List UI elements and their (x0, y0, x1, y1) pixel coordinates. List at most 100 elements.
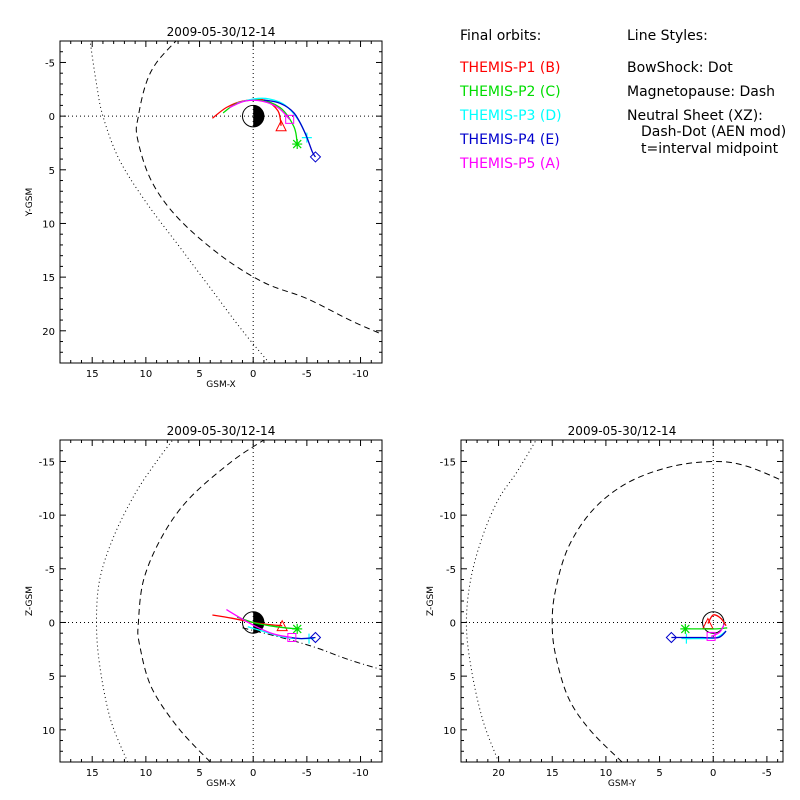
orbits-legend: Final orbits: THEMIS-P1 (B) THEMIS-P2 (C… (460, 24, 562, 176)
style-neutral-line: Dash-Dot (AEN mod) (641, 124, 787, 140)
diamond-marker (309, 631, 322, 644)
style-magnetopause: Magnetopause: Dash (627, 84, 776, 100)
bowshock-curve (89, 41, 270, 363)
x-tick-label: -10 (352, 369, 368, 380)
style-neutral-title: Neutral Sheet (XZ): (627, 108, 763, 124)
y-tick-label: -15 (39, 457, 55, 468)
triangle-marker (702, 617, 714, 630)
diamond-marker (665, 631, 678, 644)
plot-frame (59, 40, 383, 364)
line-styles-legend: Line Styles: BowShock: Dot Magnetopause:… (627, 24, 786, 158)
chart-title: 2009-05-30/12-14 (167, 25, 276, 39)
bowshock-curve (95, 440, 174, 762)
chart-title: 2009-05-30/12-14 (568, 424, 677, 438)
earth-icon (241, 611, 265, 634)
y-tick-label: 20 (42, 327, 55, 338)
x-tick-label: 20 (492, 768, 505, 779)
orbit-2 (236, 616, 298, 630)
x-tick-label: 5 (196, 768, 202, 779)
panel-2: 15 10 5 0 -5 -10 -15 -10 -5 0 5 10 2009-05-30/12-14 G… (25, 424, 383, 789)
x-tick-label: 5 (196, 369, 202, 380)
magnetopause-curve (137, 440, 265, 762)
y-tick-label: 5 (49, 672, 55, 683)
x-tick-label: 0 (250, 768, 256, 779)
panel-1: 15 10 5 0 -5 -10 -5 0 5 10 15 20 2009-05-30/12-14 GSM… (25, 25, 383, 390)
x-tick-label: 10 (139, 768, 152, 779)
x-tick-label: 5 (656, 768, 662, 779)
legend-probe-p5: THEMIS-P5 (A) (460, 156, 561, 172)
x-tick-label: -5 (302, 369, 312, 380)
x-axis-label: GSM-X (206, 779, 235, 789)
earth-icon (241, 104, 265, 128)
x-tick-label: 10 (139, 369, 152, 380)
orbit-5 (710, 624, 725, 637)
star-marker (292, 139, 303, 150)
panel-3: 20 15 10 5 0 -5 -15 -10 -5 0 5 10 2009-05-30/12-14 GS… (426, 424, 784, 789)
y-tick-label: 10 (443, 726, 456, 737)
y-tick-label: -5 (45, 565, 55, 576)
plot-area (60, 440, 382, 762)
orbit-2 (685, 627, 728, 630)
triangle-marker (275, 119, 287, 132)
neutral-sheet-curve (242, 627, 382, 671)
plot-frame (59, 439, 383, 763)
y-axis-label: Y-GSM (25, 188, 35, 217)
x-tick-label: 15 (86, 369, 99, 380)
line-styles-title: Line Styles: (627, 28, 708, 44)
y-tick-label: -5 (446, 565, 456, 576)
orbit-1 (707, 614, 727, 627)
square-marker (285, 114, 295, 124)
diamond-marker (309, 151, 322, 163)
earth-night-side (253, 105, 264, 127)
x-tick-label: -5 (302, 768, 312, 779)
orbit-4 (263, 99, 317, 158)
style-bowshock: BowShock: Dot (627, 60, 733, 76)
y-tick-label: 0 (49, 112, 55, 123)
magnetopause-curve (135, 41, 379, 334)
x-tick-label: -5 (762, 768, 772, 779)
y-tick-label: 10 (42, 219, 55, 230)
y-tick-label: -10 (440, 511, 456, 522)
y-tick-label: 15 (42, 273, 55, 284)
orbit-4 (290, 636, 316, 640)
bowshock-curve (465, 440, 537, 762)
triangle-marker (276, 619, 288, 632)
x-tick-label: 0 (710, 768, 716, 779)
star-marker (680, 623, 691, 634)
orbit-5 (229, 99, 291, 120)
y-tick-label: -15 (440, 457, 456, 468)
y-tick-label: 0 (450, 618, 456, 629)
style-interval: t=interval midpoint (641, 141, 779, 157)
earth-night-side (253, 611, 264, 634)
orbit-5 (226, 609, 292, 639)
legend-probe-p3: THEMIS-P3 (D) (460, 108, 562, 124)
plot-area (60, 41, 382, 363)
legend-probe-p4: THEMIS-P4 (E) (460, 132, 560, 148)
x-tick-label: 15 (86, 768, 99, 779)
square-marker (287, 632, 297, 642)
y-axis-label: Z-GSM (25, 586, 35, 616)
magnetopause-curve (551, 460, 783, 762)
star-marker (292, 623, 303, 634)
y-tick-label: 5 (450, 672, 456, 683)
plot-frame (460, 439, 784, 763)
y-axis-label: Z-GSM (426, 586, 436, 616)
chart-title: 2009-05-30/12-14 (167, 424, 276, 438)
legend-probe-p1: THEMIS-P1 (B) (460, 60, 561, 76)
x-tick-label: 0 (250, 369, 256, 380)
y-tick-label: 0 (49, 618, 55, 629)
legend-probe-p2: THEMIS-P2 (C) (460, 84, 561, 100)
y-tick-label: -5 (45, 58, 55, 69)
x-tick-label: 10 (600, 768, 613, 779)
plot-area (461, 440, 783, 762)
plus-marker (681, 633, 692, 644)
square-marker (706, 631, 716, 641)
x-tick-label: -10 (352, 768, 368, 779)
y-tick-label: 5 (49, 166, 55, 177)
x-axis-label: GSM-Y (608, 779, 637, 789)
x-tick-label: 15 (546, 768, 559, 779)
x-axis-label: GSM-X (206, 380, 235, 390)
y-tick-label: -10 (39, 511, 55, 522)
y-tick-label: 10 (42, 726, 55, 737)
